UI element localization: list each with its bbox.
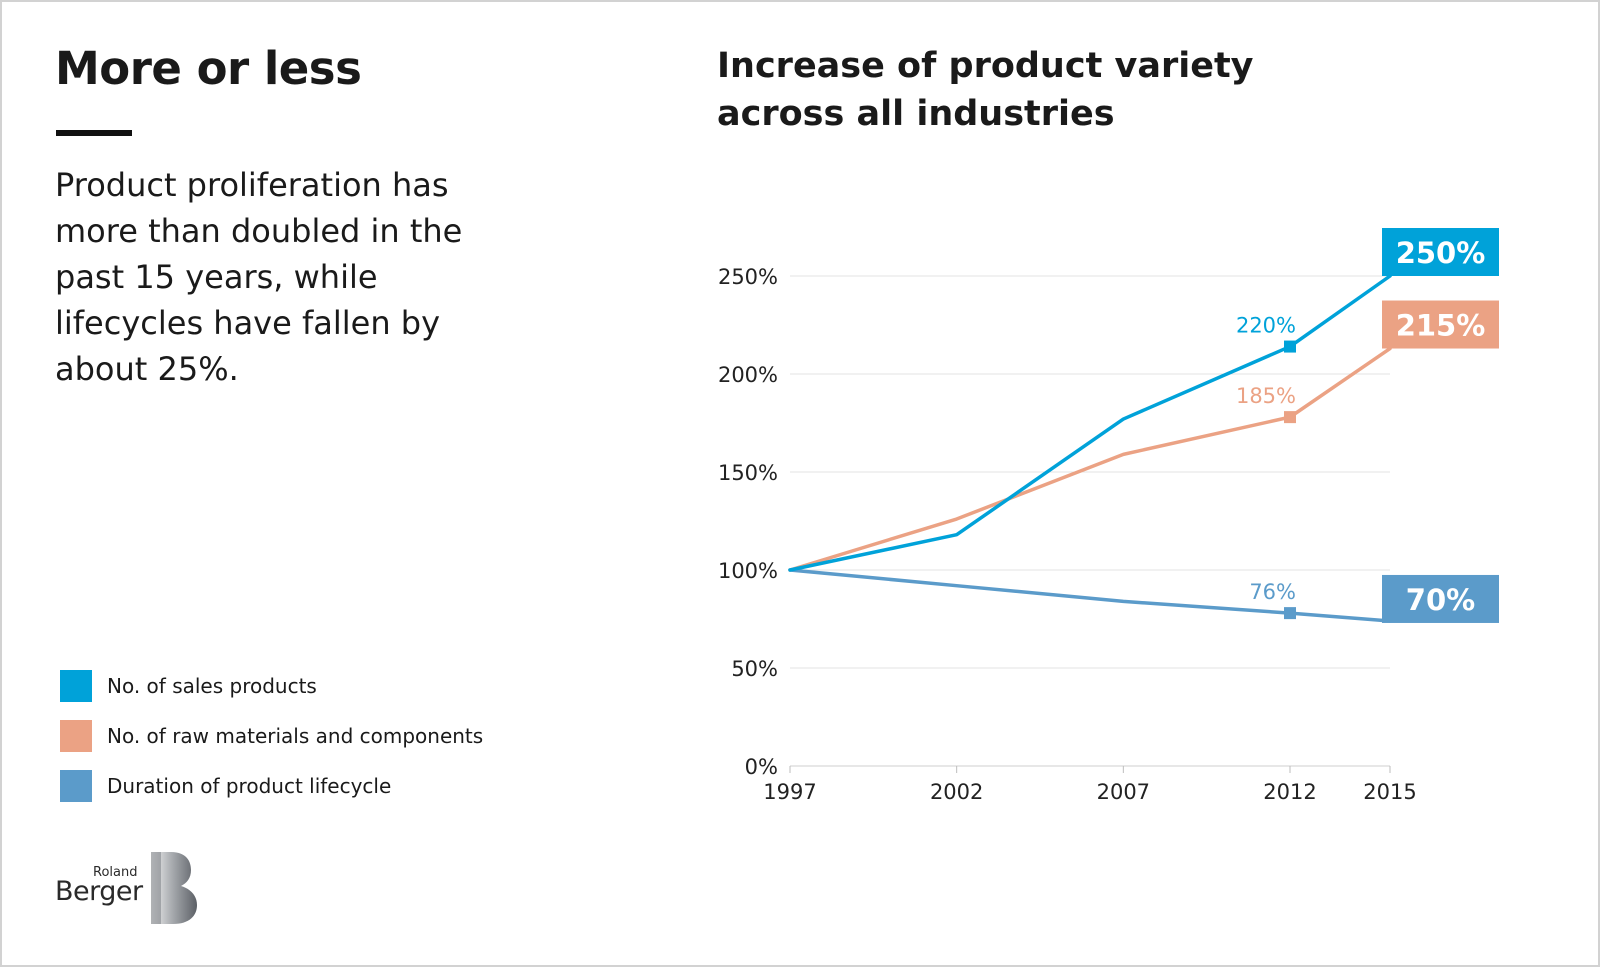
end-value-label: 70% bbox=[1406, 583, 1475, 617]
roland-berger-logo: Roland Berger bbox=[55, 852, 205, 927]
end-value-badge bbox=[1382, 574, 1499, 623]
intro-text: Product proliferation has more than doub… bbox=[55, 166, 463, 388]
logo-text-roland: Roland bbox=[93, 865, 138, 880]
series-line bbox=[788, 274, 1392, 572]
legend-label: No. of raw materials and components bbox=[107, 724, 484, 748]
y-tick-label: 50% bbox=[731, 657, 778, 681]
logo-text-berger: Berger bbox=[55, 876, 143, 907]
data-point-marker bbox=[1284, 607, 1296, 620]
legend-swatch bbox=[60, 770, 92, 802]
legend-label: No. of sales products bbox=[107, 674, 317, 698]
chart-legend: No. of sales products No. of raw materia… bbox=[60, 670, 540, 820]
legend-item-product-lifecycle: Duration of product lifecycle bbox=[60, 770, 540, 820]
headline: More or less bbox=[55, 42, 362, 95]
end-value-badge bbox=[1382, 300, 1499, 349]
end-value-label: 215% bbox=[1396, 309, 1486, 343]
end-value-badge bbox=[1382, 228, 1499, 276]
data-point-marker bbox=[1284, 340, 1296, 353]
headline-rule bbox=[56, 130, 132, 136]
data-label: 185% bbox=[1236, 384, 1296, 408]
y-tick-label: 150% bbox=[718, 461, 778, 485]
series-line bbox=[788, 568, 1392, 623]
data-label: 220% bbox=[1236, 314, 1296, 338]
x-tick-label: 1997 bbox=[763, 780, 816, 804]
y-tick-label: 200% bbox=[718, 363, 778, 387]
legend-item-raw-materials: No. of raw materials and components bbox=[60, 720, 540, 770]
y-tick-label: 0% bbox=[745, 755, 778, 779]
y-tick-label: 250% bbox=[718, 265, 778, 289]
end-value-label: 250% bbox=[1396, 236, 1486, 270]
y-tick-label: 100% bbox=[718, 559, 778, 583]
x-tick-label: 2012 bbox=[1263, 780, 1316, 804]
logo-b-mark-icon bbox=[151, 852, 197, 924]
legend-label: Duration of product lifecycle bbox=[107, 774, 392, 798]
x-tick-label: 2002 bbox=[930, 780, 983, 804]
data-label: 76% bbox=[1249, 580, 1296, 604]
chart-title: Increase of product variety across all i… bbox=[717, 46, 1254, 134]
series-line bbox=[788, 346, 1392, 572]
data-point-marker bbox=[1284, 411, 1296, 424]
legend-swatch bbox=[60, 670, 92, 702]
x-tick-label: 2007 bbox=[1097, 780, 1150, 804]
legend-swatch bbox=[60, 720, 92, 752]
legend-item-sales-products: No. of sales products bbox=[60, 670, 540, 720]
x-tick-label: 2015 bbox=[1363, 780, 1416, 804]
